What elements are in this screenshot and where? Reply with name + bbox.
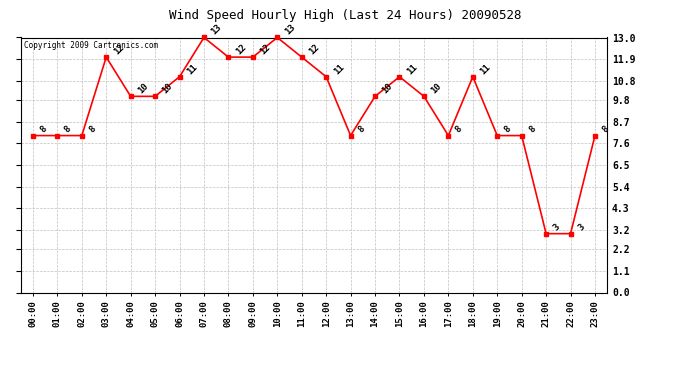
Text: 8: 8 xyxy=(527,124,538,135)
Text: 11: 11 xyxy=(185,62,199,76)
Text: 8: 8 xyxy=(63,124,73,135)
Text: 11: 11 xyxy=(332,62,346,76)
Text: 10: 10 xyxy=(136,82,150,96)
Text: 13: 13 xyxy=(210,23,224,37)
Text: 10: 10 xyxy=(381,82,395,96)
Text: 3: 3 xyxy=(552,223,562,233)
Text: Copyright 2009 Cartronics.com: Copyright 2009 Cartronics.com xyxy=(23,41,158,50)
Text: 12: 12 xyxy=(307,42,322,56)
Text: 8: 8 xyxy=(503,124,513,135)
Text: 8: 8 xyxy=(454,124,464,135)
Text: 11: 11 xyxy=(478,62,492,76)
Text: 12: 12 xyxy=(112,42,126,56)
Text: 10: 10 xyxy=(161,82,175,96)
Text: Wind Speed Hourly High (Last 24 Hours) 20090528: Wind Speed Hourly High (Last 24 Hours) 2… xyxy=(169,9,521,22)
Text: 8: 8 xyxy=(39,124,48,135)
Text: 8: 8 xyxy=(88,124,97,135)
Text: 11: 11 xyxy=(405,62,419,76)
Text: 8: 8 xyxy=(600,124,611,135)
Text: 12: 12 xyxy=(234,42,248,56)
Text: 10: 10 xyxy=(429,82,444,96)
Text: 3: 3 xyxy=(576,223,586,233)
Text: 12: 12 xyxy=(259,42,273,56)
Text: 8: 8 xyxy=(356,124,366,135)
Text: 13: 13 xyxy=(283,23,297,37)
